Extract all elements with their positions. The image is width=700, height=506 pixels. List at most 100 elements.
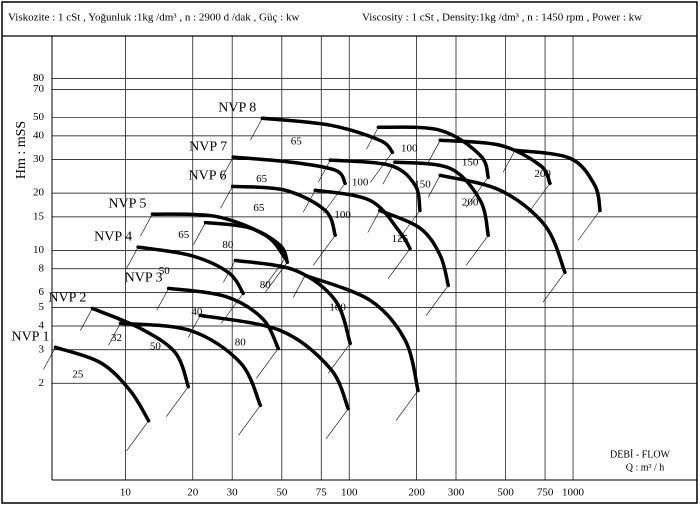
size-label: 200	[462, 196, 479, 208]
group-label: NVP 3	[125, 271, 163, 286]
group-label: NVP 7	[189, 139, 227, 154]
region-edge	[502, 150, 516, 173]
x-axis-unit: Q : m³ / h	[626, 462, 665, 473]
region-edge	[312, 235, 336, 266]
pump-curve	[166, 286, 281, 351]
region-edge	[397, 210, 421, 241]
x-tick-label: 750	[537, 487, 554, 499]
y-tick-label: 70	[33, 83, 45, 95]
region-edge	[466, 235, 489, 266]
size-label: 100	[352, 176, 369, 188]
x-tick-label: 100	[341, 487, 358, 499]
region-edge	[387, 248, 411, 279]
pump-curve	[136, 245, 245, 296]
region-edge	[256, 348, 279, 379]
header-right: Viscosity : 1 cSt , Density:1kg /dm³ , n…	[362, 12, 642, 24]
x-tick-label: 200	[408, 487, 425, 499]
region-edge	[318, 160, 331, 183]
pump-curve	[438, 138, 552, 186]
size-label: 65	[291, 135, 303, 147]
size-label: 50	[159, 265, 171, 277]
region-edge	[238, 405, 261, 436]
y-tick-label: 5	[39, 301, 45, 313]
size-label: 100	[329, 301, 346, 313]
y-tick-label: 4	[39, 320, 45, 332]
region-edge	[367, 210, 381, 233]
pump-curve	[303, 273, 420, 393]
pump-curve	[260, 116, 395, 154]
x-tick-label: 50	[276, 487, 288, 499]
size-label: 32	[111, 332, 122, 344]
group-label: NVP 8	[218, 100, 256, 115]
group-label: NVP 2	[48, 291, 86, 306]
pump-curve	[231, 155, 347, 186]
region-edge	[250, 118, 263, 141]
region-edge	[577, 210, 601, 241]
y-axis-label: Hm : mSS	[14, 121, 29, 179]
group-label: NVP 5	[108, 196, 146, 211]
region-edge	[427, 175, 441, 198]
region-edge	[527, 183, 551, 214]
x-axis-label: DEBİ - FLOW	[610, 448, 671, 460]
region-edge	[187, 315, 201, 338]
x-tick-label: 300	[448, 487, 465, 499]
region-edge	[166, 386, 189, 417]
x-tick-label: 10	[120, 487, 132, 499]
size-label: 80	[235, 336, 247, 348]
region-edge	[292, 275, 306, 298]
pump-curve	[198, 313, 350, 411]
region-edge	[265, 262, 288, 293]
pump-curve	[53, 345, 151, 423]
y-tick-label: 8	[39, 262, 45, 274]
region-edge	[395, 390, 419, 421]
pump-curve	[233, 258, 352, 346]
region-edge	[220, 293, 244, 324]
region-edge	[156, 288, 169, 311]
size-label: 80	[222, 239, 234, 251]
y-tick-label: 80	[33, 72, 45, 84]
size-label: 150	[462, 156, 479, 168]
size-label: 100	[401, 142, 418, 154]
group-label: NVP 1	[11, 330, 49, 345]
region-edge	[193, 222, 206, 245]
region-edge	[366, 127, 379, 150]
x-tick-label: 30	[227, 487, 239, 499]
region-edge	[325, 408, 349, 439]
size-label: 65	[253, 202, 265, 214]
y-tick-label: 50	[33, 111, 45, 123]
size-label: 25	[72, 368, 84, 380]
y-tick-label: 40	[33, 129, 45, 141]
pump-curve	[150, 212, 288, 261]
region-edge	[466, 177, 489, 208]
pump-curve	[378, 208, 450, 288]
y-tick-label: 6	[39, 286, 45, 298]
pump-curve	[328, 158, 422, 213]
y-tick-label: 2	[39, 377, 45, 389]
region-edge	[125, 246, 139, 270]
region-edge	[370, 152, 393, 183]
region-edge	[427, 140, 441, 163]
region-edge	[426, 285, 449, 316]
y-tick-label: 15	[33, 210, 45, 222]
size-label: 65	[256, 173, 268, 185]
region-edge	[108, 323, 121, 346]
region-edge	[263, 258, 286, 289]
region-edge	[80, 308, 93, 331]
pump-curve	[118, 321, 263, 408]
size-label: 100	[334, 209, 351, 221]
y-tick-label: 30	[33, 153, 45, 165]
region-edge	[43, 347, 56, 370]
header-left: Viskozite : 1 cSt , Yoğunluk :1kg /dm³ ,…	[8, 12, 299, 24]
region-edge	[542, 272, 566, 303]
group-label: NVP 4	[94, 229, 132, 244]
region-edge	[220, 157, 234, 180]
region-edge	[322, 183, 346, 214]
pump-curve	[393, 160, 490, 238]
x-tick-label: 75	[316, 487, 328, 499]
size-label: 150	[414, 179, 431, 191]
y-tick-label: 20	[33, 187, 45, 199]
size-label: 50	[150, 340, 162, 352]
group-label: NVP 6	[189, 169, 227, 184]
pump-curve	[313, 188, 412, 251]
